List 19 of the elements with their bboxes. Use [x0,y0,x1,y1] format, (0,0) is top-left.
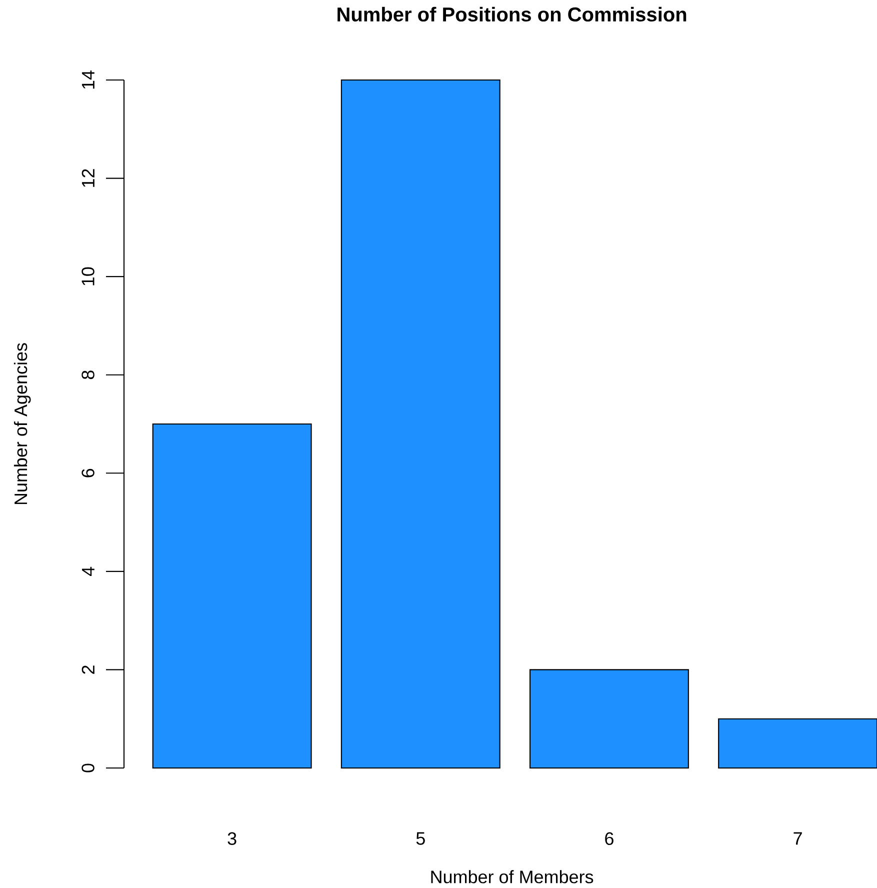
y-tick-label: 12 [82,169,94,187]
x-tick-label: 5 [416,832,425,845]
x-axis-title: Number of Members [431,870,594,884]
y-axis-title: Number of Agencies [14,343,31,504]
y-tick-label: 10 [82,267,94,286]
bar [529,669,689,769]
y-tick-label: 4 [82,566,94,576]
y-tick-label: 14 [82,70,94,89]
bar [152,423,312,769]
y-tick-label: 8 [82,370,94,380]
x-tick-label: 6 [605,832,614,845]
y-tick-label: 6 [82,468,94,478]
bar [340,79,500,769]
y-tick-label: 0 [82,764,94,772]
x-tick-label: 7 [794,832,802,845]
y-tick-label: 2 [82,666,94,674]
chart-title: Number of Positions on Commission [338,6,686,22]
bar [718,718,877,769]
x-tick-label: 3 [228,832,236,845]
